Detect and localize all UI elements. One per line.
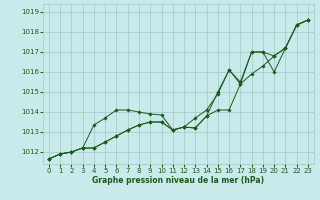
X-axis label: Graphe pression niveau de la mer (hPa): Graphe pression niveau de la mer (hPa) — [92, 176, 264, 185]
